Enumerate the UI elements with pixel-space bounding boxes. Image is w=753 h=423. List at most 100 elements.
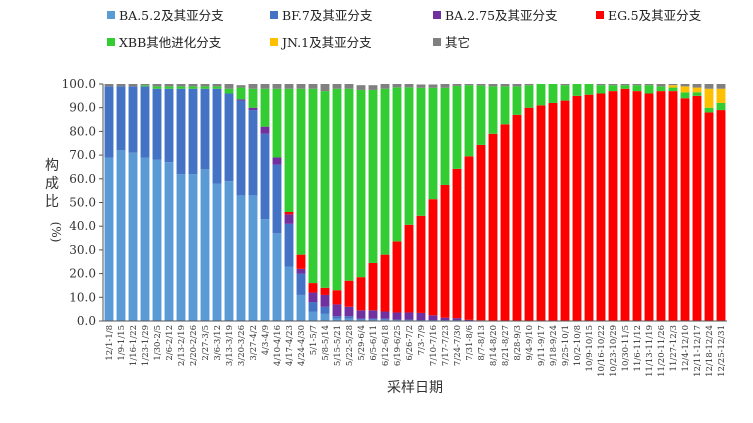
legend-item-4: XBB其他进化分支: [107, 32, 221, 51]
y-tick-label: 90.0: [69, 101, 96, 115]
x-tick-label: 1/23-1/29: [141, 325, 151, 366]
bar-segment-6-42: [608, 84, 618, 86]
x-tick-label: 4/10-4/16: [273, 325, 283, 366]
x-tick-label: 2/13-2/19: [177, 325, 187, 366]
x-tick-label: 10/30-11/5: [621, 325, 631, 371]
bar-segment-1-10: [224, 93, 234, 182]
bar-segment-6-8: [200, 84, 210, 87]
bar-segment-6-29: [452, 84, 462, 86]
bar-segment-4-19: [332, 88, 342, 291]
bar-segment-5-48: [680, 86, 690, 93]
legend-label: JN.1及其亚分支: [282, 35, 372, 50]
bar-segment-4-35: [524, 85, 534, 108]
bar-segment-2-24: [392, 312, 402, 320]
bar-segment-3-16: [296, 254, 306, 269]
bar-segment-3-18: [320, 287, 330, 295]
bar-segment-6-3: [140, 84, 150, 86]
bar-segment-2-15: [284, 214, 294, 224]
x-tick-label: 8/7-8/13: [477, 325, 487, 361]
bar-segment-2-14: [272, 157, 282, 165]
bar-segment-4-15: [284, 88, 294, 212]
y-tick-label: 20.0: [69, 267, 96, 281]
bar-segment-2-29: [452, 318, 462, 321]
x-tick-label: 3/6-3/12: [213, 325, 223, 361]
bar-segment-4-50: [704, 107, 714, 113]
bar-segment-6-43: [620, 84, 630, 86]
bar-segment-4-46: [656, 86, 666, 92]
bar-segment-6-11: [236, 85, 246, 88]
bar-segment-0-1: [116, 150, 126, 321]
bar-segment-1-20: [344, 316, 354, 319]
x-tick-label: 4/24-4/30: [297, 325, 307, 366]
bar-segment-2-20: [344, 306, 354, 317]
bar-segment-1-5: [164, 88, 174, 163]
x-tick-label: 7/31-8/6: [465, 325, 475, 361]
bar-segment-4-48: [680, 92, 690, 99]
bar-segment-6-2: [128, 84, 138, 87]
bar-segment-6-15: [284, 84, 294, 89]
bar-segment-4-12: [248, 88, 258, 108]
bar-segment-6-19: [332, 84, 342, 89]
bar-segment-4-33: [500, 86, 510, 125]
legend-swatch: [270, 10, 278, 19]
bar-segment-4-6: [176, 86, 186, 89]
x-tick-label: 2/20-2/26: [189, 325, 199, 366]
x-tick-label: 10/2-10/8: [573, 325, 583, 366]
bar-segment-4-21: [356, 89, 366, 278]
bar-segment-0-3: [140, 157, 150, 321]
x-tick-label: 9/4-9/10: [525, 325, 535, 361]
bar-segment-3-43: [620, 88, 630, 322]
bar-segment-6-27: [428, 84, 438, 88]
legend-item-5: JN.1及其亚分支: [270, 32, 372, 51]
x-tick-label: 7/24-7/30: [453, 325, 463, 366]
x-tick-label: 2/27-3/5: [201, 325, 211, 361]
y-tick-label: 40.0: [69, 219, 96, 233]
bar-segment-2-22: [368, 310, 378, 319]
x-tick-label: 1/30-2/5: [153, 325, 163, 361]
bar-segment-2-27: [428, 315, 438, 321]
bar-segment-4-16: [296, 88, 306, 255]
legend-label: BF.7及其亚分支: [282, 8, 373, 23]
x-tick-label: 9/11-9/17: [537, 325, 547, 366]
bar-segment-6-46: [656, 84, 666, 87]
bar-segment-3-22: [368, 262, 378, 311]
bar-segment-3-33: [500, 124, 510, 321]
x-tick-label: 1/9-1/15: [117, 325, 127, 361]
bar-segment-0-19: [332, 318, 342, 321]
x-tick-label: 6/19-6/25: [393, 325, 403, 366]
bar-segment-3-26: [416, 215, 426, 313]
bar-segment-3-41: [596, 93, 606, 321]
bar-segment-3-19: [332, 290, 342, 305]
bar-segment-1-11: [236, 100, 246, 196]
bar-segment-0-14: [272, 233, 282, 321]
bar-segment-6-9: [212, 84, 222, 87]
y-tick-label: 70.0: [69, 148, 96, 162]
bar-segment-3-24: [392, 241, 402, 313]
legend-item-1: BF.7及其亚分支: [270, 5, 372, 24]
bar-segment-5-49: [692, 87, 702, 93]
bar-segment-3-42: [608, 91, 618, 321]
bar-segment-6-30: [464, 84, 474, 86]
x-tick-label: 4/17-4/23: [285, 325, 295, 366]
bar-segment-4-3: [140, 85, 150, 87]
bar-segment-1-21: [356, 318, 366, 320]
x-tick-label: 11/27-12/3: [669, 325, 679, 371]
bar-segment-3-35: [524, 107, 534, 321]
bar-segment-3-46: [656, 91, 666, 321]
y-tick-label: 100.0: [62, 77, 96, 91]
bar-segment-3-38: [560, 100, 570, 321]
bar-segment-3-25: [404, 224, 414, 313]
x-tick-label: 6/12-6/18: [381, 325, 391, 366]
bar-segment-3-32: [488, 133, 498, 321]
bar-segment-0-17: [308, 311, 318, 321]
bar-segment-1-3: [140, 86, 150, 158]
bar-segment-4-32: [488, 86, 498, 134]
bar-segment-2-26: [416, 312, 426, 321]
bar-segment-1-2: [128, 86, 138, 153]
x-tick-label: 11/20-11/26: [657, 325, 667, 377]
x-tick-label: 5/22-5/28: [345, 325, 355, 366]
y-tick-label: 50.0: [69, 196, 96, 210]
x-tick-label: 10/23-10/29: [609, 325, 619, 377]
